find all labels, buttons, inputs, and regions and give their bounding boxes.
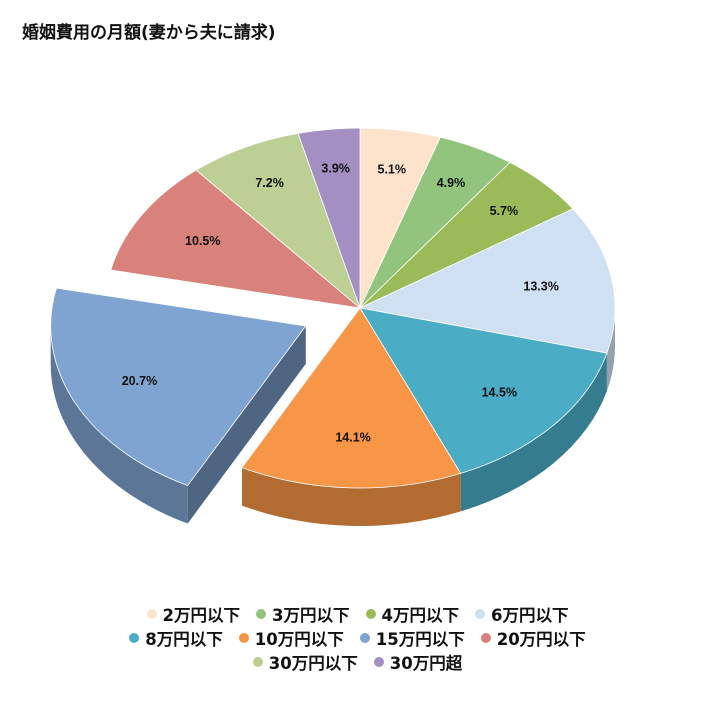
slice-value-label-9: 7.2%: [255, 176, 284, 190]
pie-tops: [50, 127, 616, 489]
legend-label: 20万円以下: [496, 630, 586, 649]
legend-label: 10万円以下: [254, 630, 344, 649]
legend-label: 3万円以下: [272, 606, 350, 625]
slice-value-label-5: 14.5%: [482, 385, 517, 399]
pie-slice-8: [110, 169, 362, 309]
legend-item: 3万円以下: [256, 602, 350, 626]
legend-label: 30万円超: [389, 654, 463, 673]
slice-side: [241, 467, 461, 526]
pie-slice-9: [195, 132, 361, 310]
legend-swatch: [129, 633, 140, 643]
legend-swatch: [238, 633, 249, 643]
legend-item: 10万円以下: [238, 626, 344, 650]
legend-swatch: [252, 657, 263, 667]
legend-label: 6万円以下: [490, 606, 569, 625]
legend-item: 30万円超: [373, 650, 463, 674]
slice-value-label-6: 14.1%: [335, 431, 370, 445]
legend-item: 30万円以下: [252, 650, 358, 674]
slice-value-label-10: 3.9%: [321, 162, 350, 176]
legend-label: 30万円以下: [268, 654, 358, 673]
slice-value-label-4: 13.3%: [523, 280, 558, 294]
legend-swatch: [365, 609, 376, 619]
legend-item: 6万円以下: [474, 602, 569, 626]
legend-swatch: [146, 609, 157, 619]
legend-row: 8万円以下 10万円以下 15万円以下 20万円以下: [0, 626, 715, 650]
legend-label: 4万円以下: [381, 606, 459, 625]
slice-value-label-1: 5.1%: [378, 162, 407, 176]
slice-value-label-7: 20.7%: [122, 374, 157, 388]
legend-item: 2万円以下: [146, 602, 241, 626]
legend-swatch: [480, 633, 491, 643]
legend-swatch: [373, 657, 384, 667]
slice-side: [50, 325, 188, 524]
slice-wall-start: [187, 325, 306, 524]
pie-slice-6: [241, 307, 462, 489]
pie-slice-10: [297, 127, 361, 309]
legend-label: 2万円以下: [162, 606, 241, 625]
pie-slice-5: [359, 307, 608, 474]
slice-value-label-2: 4.9%: [437, 176, 466, 190]
chart-title: 婚姻費用の月額(妻から夫に請求): [22, 23, 276, 43]
slice-side: [606, 308, 615, 392]
slice-value-label-8: 10.5%: [185, 234, 220, 248]
legend-item: 4万円以下: [365, 602, 459, 626]
pie-chart: 5.1% 4.9% 5.7% 13.3% 14.5% 14.1% 20.7% 10.5% 7.2…: [50, 127, 616, 526]
legend-swatch: [359, 633, 370, 643]
legend-swatch: [474, 609, 485, 619]
pie-slice-7: [50, 287, 307, 487]
legend-label: 15万円以下: [375, 630, 465, 649]
pie-labels: 5.1% 4.9% 5.7% 13.3% 14.5% 14.1% 20.7% 10.5% 7.2…: [122, 162, 559, 445]
legend-swatch: [256, 609, 267, 619]
legend-item: 8万円以下: [129, 626, 223, 650]
legend-item: 15万円以下: [359, 626, 465, 650]
slice-side: [460, 353, 607, 512]
legend-item: 20万円以下: [480, 626, 586, 650]
legend-row: 30万円以下 30万円超: [0, 650, 715, 674]
legend-label: 8万円以下: [145, 630, 223, 649]
legend-row: 2万円以下 3万円以下 4万円以下 6万円以下: [0, 602, 715, 626]
slice-value-label-3: 5.7%: [490, 204, 519, 218]
pie-slice-4: [358, 208, 616, 354]
legend: 2万円以下 3万円以下 4万円以下 6万円以下 8万円以下 10万円以下 15万円以下 20万…: [0, 602, 715, 674]
